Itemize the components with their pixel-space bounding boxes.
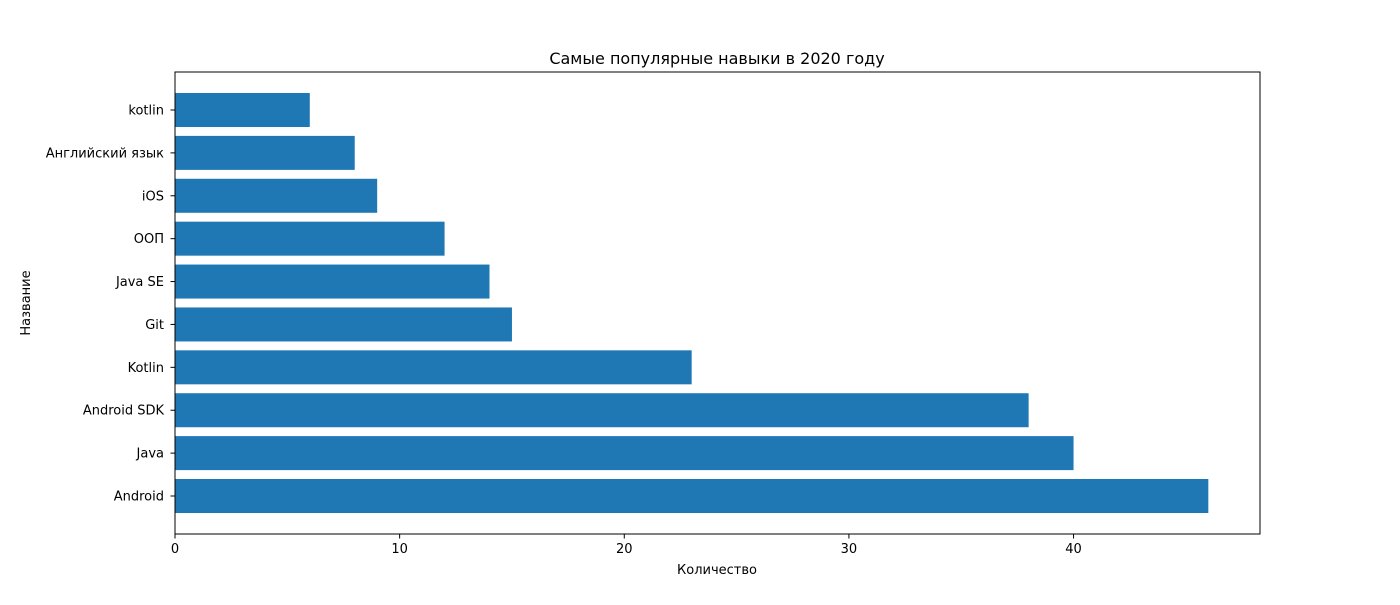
bar-8 — [175, 178, 378, 213]
ticks-layer: Android Java Android SDK Kotlin Git Java SE ОО… — [46, 104, 1082, 558]
x-axis-label: Количество — [677, 563, 757, 578]
y-tick-label: Android — [114, 490, 164, 505]
bar-3 — [175, 393, 1029, 428]
y-tick-label: Java — [136, 447, 164, 462]
y-tick-label: Английский язык — [46, 146, 164, 161]
x-tick-label: 30 — [841, 542, 858, 557]
bar-9 — [175, 135, 355, 170]
x-tick-label: 0 — [171, 542, 179, 557]
y-tick-label: Git — [145, 318, 164, 333]
chart-title: Самые популярные навыки в 2020 году — [549, 49, 884, 68]
bar-2 — [175, 436, 1074, 471]
y-tick-label: iOS — [142, 189, 164, 204]
y-tick-label: kotlin — [128, 104, 164, 119]
y-tick-label: Android SDK — [83, 404, 165, 419]
y-tick-label: ООП — [134, 232, 164, 247]
x-tick-label: 20 — [616, 542, 633, 557]
bar-5 — [175, 307, 512, 342]
plot-frame — [174, 71, 1261, 535]
y-axis-label: Название — [19, 270, 34, 335]
x-tick-label: 40 — [1065, 542, 1082, 557]
bars-layer — [175, 93, 1209, 513]
bar-6 — [175, 264, 490, 299]
bar-10 — [175, 93, 310, 127]
bar-4 — [175, 350, 692, 385]
y-tick-label: Java SE — [115, 275, 164, 290]
x-tick-label: 10 — [391, 542, 408, 557]
y-tick-label: Kotlin — [128, 361, 164, 376]
bar-7 — [175, 221, 445, 256]
bar-1 — [175, 479, 1209, 513]
